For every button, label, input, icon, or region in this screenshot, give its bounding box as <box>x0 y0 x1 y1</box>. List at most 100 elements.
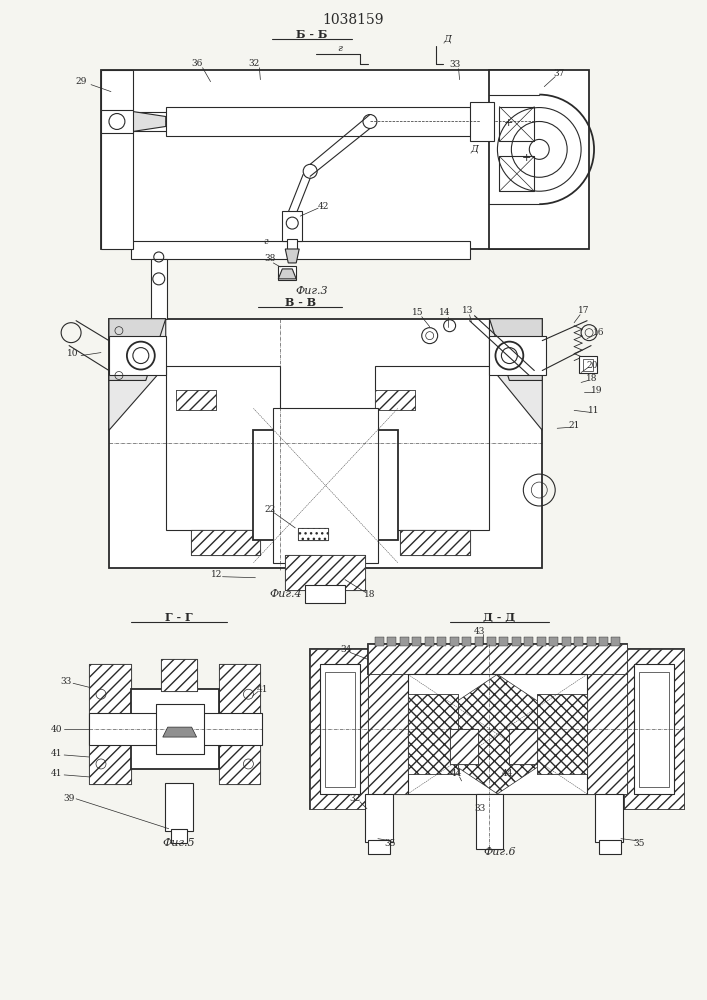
Polygon shape <box>109 319 165 380</box>
Text: 41: 41 <box>50 749 62 758</box>
Text: Фиг.4: Фиг.4 <box>269 589 302 599</box>
Text: 22: 22 <box>264 505 276 514</box>
Bar <box>305 585 345 603</box>
Text: 38: 38 <box>264 254 276 263</box>
Text: 12: 12 <box>211 570 222 579</box>
Bar <box>279 266 296 280</box>
Bar <box>509 729 537 764</box>
Bar <box>165 783 192 831</box>
Bar <box>89 713 262 745</box>
Text: 16: 16 <box>593 328 604 337</box>
Polygon shape <box>587 664 627 794</box>
Bar <box>89 664 131 784</box>
Polygon shape <box>400 530 469 555</box>
Bar <box>375 366 489 530</box>
Bar <box>476 794 503 849</box>
Text: Фиг.3: Фиг.3 <box>296 286 329 296</box>
Bar <box>561 637 571 646</box>
Text: 10: 10 <box>67 349 79 358</box>
Bar <box>310 649 370 809</box>
Bar <box>579 356 597 373</box>
Bar <box>170 829 187 843</box>
Text: 41: 41 <box>50 769 62 778</box>
Text: 42: 42 <box>317 202 329 211</box>
Polygon shape <box>368 664 408 794</box>
Bar <box>368 644 627 674</box>
Text: 17: 17 <box>578 306 590 315</box>
Text: Д - Д: Д - Д <box>484 612 515 623</box>
Bar <box>537 637 546 646</box>
Bar <box>365 794 393 842</box>
Bar <box>450 729 477 764</box>
Polygon shape <box>375 390 415 410</box>
Text: 21: 21 <box>568 421 580 430</box>
Bar <box>489 336 547 375</box>
Bar <box>624 649 684 809</box>
Bar <box>151 259 167 319</box>
Polygon shape <box>489 319 542 430</box>
Bar <box>489 70 589 249</box>
Text: 18: 18 <box>586 374 598 383</box>
Bar <box>375 390 415 410</box>
Polygon shape <box>408 694 457 774</box>
Polygon shape <box>408 674 587 794</box>
Text: В - В: В - В <box>285 297 316 308</box>
Bar <box>595 794 623 842</box>
Text: Д: Д <box>444 34 452 43</box>
Bar <box>131 241 469 259</box>
Polygon shape <box>89 664 131 784</box>
Bar <box>368 664 408 794</box>
Bar <box>599 637 608 646</box>
Polygon shape <box>368 644 627 674</box>
Text: 32: 32 <box>249 59 260 68</box>
Bar <box>165 366 280 530</box>
Text: Фиг.5: Фиг.5 <box>163 838 195 848</box>
Bar <box>437 637 446 646</box>
Polygon shape <box>279 269 296 279</box>
Text: +: + <box>503 118 513 128</box>
Polygon shape <box>624 649 684 809</box>
Text: 33: 33 <box>61 677 71 686</box>
Bar <box>462 637 471 646</box>
Bar <box>583 359 593 371</box>
Bar <box>109 336 165 375</box>
Bar <box>218 664 260 784</box>
Polygon shape <box>160 659 197 691</box>
Bar <box>325 672 355 787</box>
Bar <box>156 704 204 754</box>
Bar <box>587 664 627 794</box>
Polygon shape <box>176 390 216 410</box>
Bar <box>285 555 365 590</box>
Text: 44: 44 <box>451 769 462 778</box>
Text: 18: 18 <box>364 590 375 599</box>
Text: 33: 33 <box>449 60 460 69</box>
Text: г: г <box>263 237 267 246</box>
Bar <box>375 637 384 646</box>
Text: Б - Б: Б - Б <box>296 29 328 40</box>
Bar <box>109 319 542 568</box>
Bar <box>408 694 457 774</box>
Bar <box>425 637 433 646</box>
Text: +: + <box>522 153 531 163</box>
Bar <box>191 530 260 555</box>
Text: 13: 13 <box>462 306 473 315</box>
Bar <box>274 408 378 563</box>
Text: г: г <box>338 44 342 53</box>
Bar <box>387 637 397 646</box>
Polygon shape <box>285 555 365 590</box>
Bar <box>400 530 469 555</box>
Text: 19: 19 <box>591 386 603 395</box>
Text: 44: 44 <box>502 769 513 778</box>
Bar <box>499 637 508 646</box>
Bar <box>368 840 390 854</box>
Bar <box>282 211 302 241</box>
Text: 41: 41 <box>257 685 268 694</box>
Bar <box>639 672 669 787</box>
Bar <box>487 637 496 646</box>
Bar <box>499 156 534 191</box>
Bar <box>408 674 587 794</box>
Bar <box>574 637 583 646</box>
Bar <box>165 107 474 136</box>
Bar <box>634 664 674 794</box>
Text: Д: Д <box>471 145 479 154</box>
